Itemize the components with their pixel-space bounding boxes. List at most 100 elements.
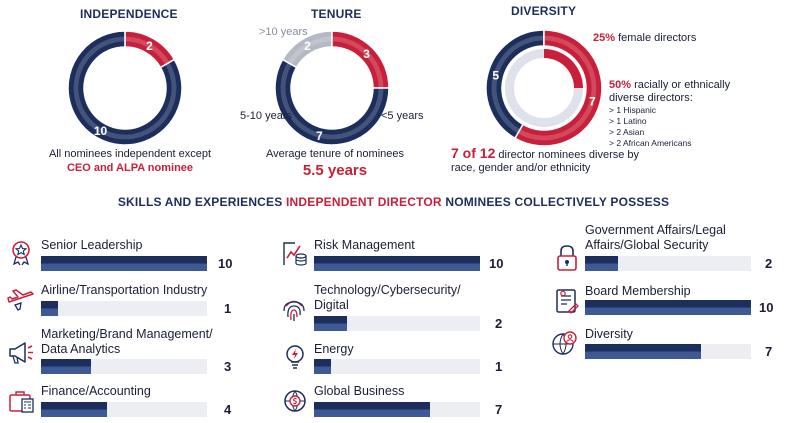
donut-slice-highlight — [332, 36, 384, 88]
skill-label-marketing-text: Marketing/Brand Management/ Data Analyti… — [41, 327, 213, 356]
skill-value-energy: 1 — [495, 359, 503, 374]
tenure-legend-lt5: <5 years — [381, 110, 424, 122]
diversity-racial: 50% racially or ethnically diverse direc… — [609, 79, 759, 105]
skill-bar-board — [585, 300, 751, 315]
donut-slice-label: 2 — [304, 39, 311, 53]
skill-bar-track — [41, 402, 207, 417]
fingerprint-icon — [283, 300, 305, 321]
skill-bar-track — [314, 316, 480, 331]
risk-chart-coins-icon — [283, 242, 307, 266]
skill-bar-risk — [314, 256, 480, 271]
skills-header: SKILLS AND EXPERIENCES INDEPENDENT DIREC… — [0, 195, 787, 209]
skills-header-highlight: INDEPENDENT DIRECTOR — [286, 195, 442, 209]
donut-slice — [274, 58, 390, 146]
skill-label-technology-text: Technology/Cybersecurity/ Digital — [314, 283, 461, 312]
skill-label-global-business: Global Business — [314, 384, 405, 398]
lightbulb-icon — [286, 345, 304, 369]
skill-label-airline: Airline/Transportation Industry — [41, 283, 208, 297]
tenure-caption-line: Average tenure of nominees — [266, 148, 404, 160]
skills-header-part2: NOMINEES COLLECTIVELY POSSESS — [441, 195, 670, 209]
skill-bar-diversity — [585, 344, 702, 359]
megaphone-icon — [9, 342, 33, 364]
donut-slice-highlight — [125, 36, 170, 65]
skill-bar-technology — [314, 316, 348, 331]
skill-label-board: Board Membership — [585, 284, 691, 298]
breakdown-item: > 2 Asian — [609, 127, 645, 137]
skill-bar-track — [314, 256, 480, 271]
racial-pct: 50% — [609, 79, 632, 91]
skill-bar-marketing — [41, 359, 91, 374]
skills-header-part1: SKILLS AND EXPERIENCES — [117, 195, 286, 209]
diversity-summary-text: director nominees diverse by race, gende… — [451, 149, 640, 174]
female-pct: 25% — [593, 32, 616, 44]
diversity-female: 25% female directors — [593, 32, 696, 44]
globe-currency-icon — [284, 390, 306, 412]
skill-value-senior-leadership: 10 — [218, 256, 233, 271]
briefcase-calculator-icon — [9, 391, 34, 413]
skill-bar-track — [41, 359, 207, 374]
independence-caption-highlight: CEO and ALPA nominee — [66, 162, 194, 174]
female-ring-slice — [544, 49, 583, 88]
skill-label-technology: Technology/Cybersecurity/ Digital — [314, 283, 479, 313]
independence-donut: 2 10 — [67, 30, 183, 146]
skill-bar-track — [41, 301, 207, 316]
tenure-caption: Average tenure of nominees 5.5 years — [240, 147, 430, 180]
tenure-average: 5.5 years — [302, 162, 368, 179]
skill-label-diversity: Diversity — [585, 327, 633, 341]
skill-value-technology: 2 — [495, 316, 503, 331]
skill-bar-airline — [41, 301, 58, 316]
diversity-donut: 57 — [485, 29, 603, 147]
skill-bar-energy — [314, 359, 331, 374]
skill-bar-global-business — [314, 402, 431, 417]
skill-bar-government — [585, 256, 619, 271]
diversity-summary-count: 7 of 12 — [451, 145, 496, 161]
skill-label-senior-leadership: Senior Leadership — [41, 238, 143, 252]
racial-text: racially or ethnically diverse directors… — [609, 79, 731, 104]
skill-value-government: 2 — [765, 256, 773, 271]
skill-label-marketing: Marketing/Brand Management/ Data Analyti… — [41, 327, 231, 357]
breakdown-item: > 1 Hispanic — [609, 105, 657, 115]
padlock-icon — [557, 245, 577, 271]
skill-bar-track — [585, 344, 751, 359]
donut-slice — [514, 29, 603, 147]
female-text: female directors — [615, 32, 697, 44]
award-star-icon — [12, 241, 30, 266]
skill-label-risk: Risk Management — [314, 238, 415, 252]
tenure-legend-mid: 5-10 years — [240, 110, 292, 122]
skill-label-government: Government Affairs/Legal Affairs/Global … — [585, 223, 726, 252]
skill-bar-track — [585, 300, 751, 315]
donut-slice-label: 7 — [316, 129, 323, 143]
globe-person-icon — [552, 331, 577, 355]
skill-value-risk: 10 — [489, 256, 504, 271]
breakdown-item: > 2 African Americans — [609, 138, 692, 148]
donut-slice-label: 10 — [94, 124, 108, 138]
independence-title: INDEPENDENCE — [80, 7, 178, 21]
donut-slice-label: 5 — [492, 69, 499, 83]
skill-label-energy: Energy — [314, 342, 354, 356]
airplane-icon — [7, 289, 34, 311]
skill-value-board: 10 — [759, 300, 774, 315]
skill-value-marketing: 3 — [224, 359, 232, 374]
independence-caption-line: All nominees independent except — [48, 148, 212, 160]
donut-slice-label: 2 — [146, 39, 153, 53]
tenure-donut: 2 3 7 — [274, 30, 390, 146]
skill-value-airline: 1 — [224, 301, 232, 316]
skill-value-diversity: 7 — [765, 344, 773, 359]
tenure-legend-gt10: >10 years — [259, 26, 308, 38]
skill-value-finance: 4 — [224, 402, 232, 417]
skill-bar-track — [314, 359, 480, 374]
diversity-title: DIVERSITY — [511, 4, 577, 18]
breakdown-item: > 1 Latino — [609, 116, 647, 126]
independence-caption: All nominees independent except CEO and … — [30, 147, 230, 175]
skill-value-global-business: 7 — [495, 402, 503, 417]
diversity-breakdown: > 1 Hispanic > 1 Latino > 2 Asian > 2 Af… — [609, 105, 691, 149]
diversity-summary: 7 of 12 director nominees diverse by rac… — [451, 145, 666, 175]
donut-slice — [67, 30, 183, 146]
skill-bar-track — [41, 256, 207, 271]
skill-bar-senior-leadership — [41, 256, 207, 271]
donut-slice-highlight — [287, 36, 332, 65]
board-document-icon — [556, 289, 579, 314]
skill-label-finance: Finance/Accounting — [41, 384, 151, 398]
skill-bar-finance — [41, 402, 108, 417]
donut-slice-label: 3 — [363, 47, 370, 61]
